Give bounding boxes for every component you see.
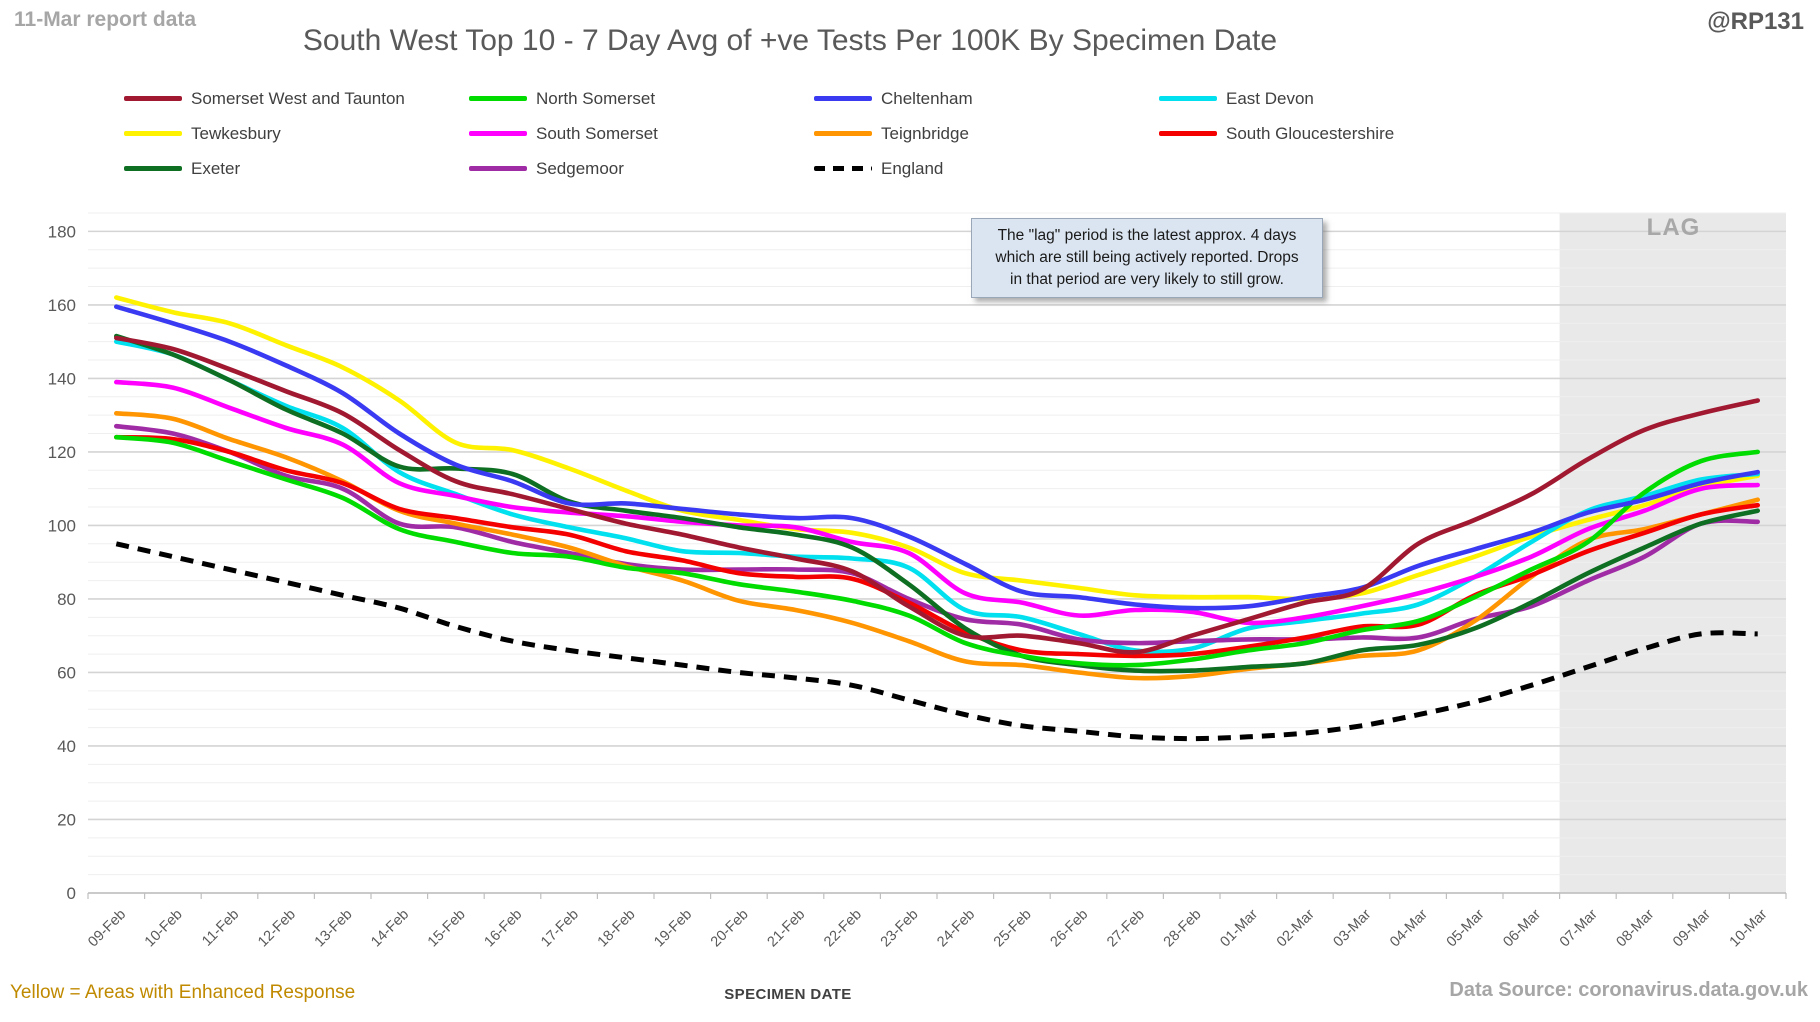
legend-label: South Gloucestershire <box>1226 123 1395 143</box>
page-title: South West Top 10 - 7 Day Avg of +ve Tes… <box>302 24 1278 57</box>
x-axis-tick-label: 02-Mar <box>1274 906 1318 950</box>
x-axis-tick-label: 08-Mar <box>1614 906 1658 950</box>
x-axis-tick-label: 23-Feb <box>878 907 922 951</box>
x-axis-tick-label: 12-Feb <box>255 907 299 951</box>
enhanced-response-note: Yellow = Areas with Enhanced Response <box>10 982 356 1003</box>
y-axis-tick-label: 120 <box>48 443 76 462</box>
x-axis-tick-label: 01-Mar <box>1217 906 1261 950</box>
legend-label: East Devon <box>1226 88 1314 108</box>
y-axis-tick-label: 0 <box>67 884 76 903</box>
y-axis-tick-label: 40 <box>57 737 76 756</box>
series-line-east-devon <box>114 339 1760 655</box>
author-handle: @RP131 <box>1707 8 1804 35</box>
legend-item-somerset-west-and-taunton: Somerset West and Taunton <box>124 88 469 109</box>
y-axis-tick-label: 180 <box>48 222 76 241</box>
x-axis-tick-label: 14-Feb <box>368 907 412 951</box>
legend-label: Tewkesbury <box>191 123 281 143</box>
data-source-note: Data Source: coronavirus.data.gov.uk <box>1449 979 1808 1001</box>
x-axis-tick-label: 26-Feb <box>1048 907 1092 951</box>
legend-swatch-icon <box>469 96 527 101</box>
legend-swatch-icon <box>124 131 182 136</box>
series-line-england <box>115 541 1758 742</box>
x-axis-tick-label: 17-Feb <box>538 907 582 951</box>
legend-swatch-icon <box>814 166 872 171</box>
legend-item-cheltenham: Cheltenham <box>814 88 1159 109</box>
y-axis-tick-label: 160 <box>48 296 76 315</box>
lag-shaded-region <box>1559 213 1786 893</box>
x-axis-tick-label: 20-Feb <box>708 907 752 951</box>
x-axis-tick-label: 28-Feb <box>1161 907 1205 951</box>
x-axis-tick-label: 10-Mar <box>1727 906 1771 950</box>
y-axis-tick-label: 60 <box>57 663 76 682</box>
report-date-note: 11-Mar report data <box>14 8 197 31</box>
legend-item-south-gloucestershire: South Gloucestershire <box>1159 123 1504 144</box>
x-axis-tick-label: 16-Feb <box>482 907 526 951</box>
x-axis-title: SPECIMEN DATE <box>724 986 852 1003</box>
legend-item-tewkesbury: Tewkesbury <box>124 123 469 144</box>
x-axis-tick-label: 13-Feb <box>312 907 356 951</box>
x-axis-tick-label: 21-Feb <box>765 907 809 951</box>
x-axis-tick-label: 06-Mar <box>1500 906 1544 950</box>
legend-label: Exeter <box>191 158 241 178</box>
series-line-south-somerset <box>114 379 1760 626</box>
x-axis-tick-label: 22-Feb <box>821 907 865 951</box>
legend-item-england: England <box>814 158 1159 179</box>
chart-legend: Somerset West and Taunton North Somerset… <box>124 88 1504 179</box>
series-line-somerset-west-and-taunton <box>114 335 1760 655</box>
y-axis-tick-label: 140 <box>48 369 76 388</box>
x-axis-tick-label: 05-Mar <box>1444 906 1488 950</box>
legend-label: South Somerset <box>536 123 658 143</box>
annotation-line: The "lag" period is the latest approx. 4… <box>997 227 1297 244</box>
y-axis-tick-label: 80 <box>57 590 76 609</box>
x-axis-tick-label: 24-Feb <box>934 907 978 951</box>
legend-swatch-icon <box>124 166 182 171</box>
y-axis-tick-label: 20 <box>57 810 76 829</box>
x-axis-tick-label: 11-Feb <box>199 907 242 950</box>
series-line-north-somerset <box>114 434 1760 668</box>
series-line-exeter <box>114 333 1760 674</box>
legend-item-exeter: Exeter <box>124 158 469 179</box>
x-axis-tick-label: 03-Mar <box>1331 906 1375 950</box>
y-axis-tick-label: 100 <box>48 516 76 535</box>
x-axis-tick-label: 27-Feb <box>1104 907 1148 951</box>
x-axis-tick-label: 15-Feb <box>425 907 469 951</box>
legend-label: Somerset West and Taunton <box>191 88 405 108</box>
series-line-cheltenham <box>114 304 1760 611</box>
legend-item-teignbridge: Teignbridge <box>814 123 1159 144</box>
legend-item-north-somerset: North Somerset <box>469 88 814 109</box>
x-axis-tick-label: 10-Feb <box>142 907 186 951</box>
legend-item-sedgemoor: Sedgemoor <box>469 158 814 179</box>
lag-annotation-box: The "lag" period is the latest approx. 4… <box>971 218 1323 298</box>
annotation-line: in that period are very likely to still … <box>1010 271 1284 288</box>
legend-label: Sedgemoor <box>536 158 624 178</box>
legend-item-east-devon: East Devon <box>1159 88 1504 109</box>
x-axis-tick-label: 07-Mar <box>1557 906 1601 950</box>
legend-swatch-icon <box>1159 96 1217 101</box>
x-axis-tick-label: 04-Mar <box>1387 906 1431 950</box>
x-axis-tick-label: 19-Feb <box>651 907 695 951</box>
annotation-line: which are still being actively reported.… <box>995 249 1299 266</box>
legend-swatch-icon <box>814 96 872 101</box>
legend-swatch-icon <box>469 131 527 136</box>
x-axis-tick-label: 09-Mar <box>1670 906 1714 950</box>
legend-swatch-icon <box>814 131 872 136</box>
legend-swatch-icon <box>124 96 182 101</box>
x-axis-tick-label: 18-Feb <box>595 907 639 951</box>
legend-label: England <box>881 158 944 178</box>
legend-label: Cheltenham <box>881 88 973 108</box>
series-line-tewkesbury <box>114 295 1760 602</box>
x-axis-tick-label: 09-Feb <box>85 907 129 951</box>
legend-label: North Somerset <box>536 88 656 108</box>
legend-swatch-icon <box>1159 131 1217 136</box>
legend-label: Teignbridge <box>881 123 969 143</box>
x-axis-tick-label: 25-Feb <box>991 907 1035 951</box>
legend-swatch-icon <box>469 166 527 171</box>
lag-region-label: LAG <box>1646 214 1701 241</box>
legend-item-south-somerset: South Somerset <box>469 123 814 144</box>
